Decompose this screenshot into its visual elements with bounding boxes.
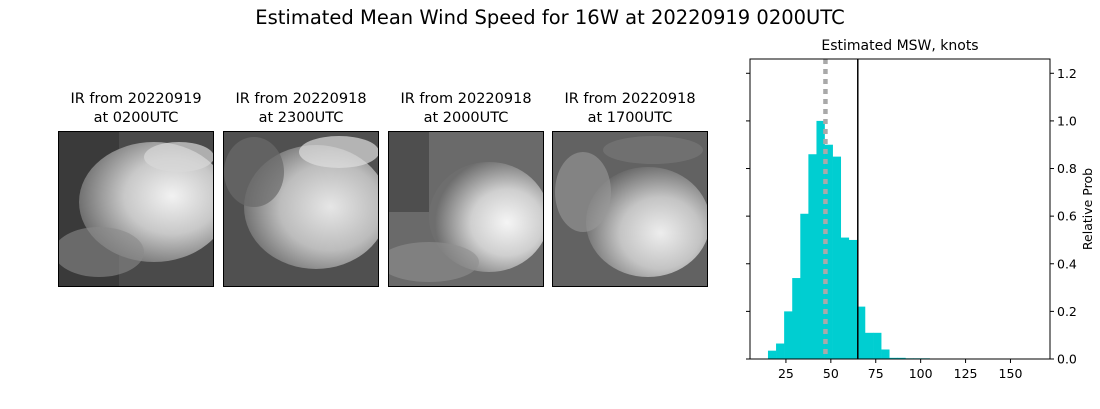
histogram-bar [808,154,817,359]
histogram-bar [856,306,866,359]
x-axis-ticks: 25 50 75 100 125 150 [778,359,1022,381]
ir-image-3 [388,131,544,287]
y-tick-label: 0.0 [1057,352,1077,367]
panel-3-title-line1: IR from 20220918 [400,91,532,107]
ir-image-2 [223,131,379,287]
histogram-bar [832,156,842,359]
y-tick-label: 1.0 [1057,113,1077,128]
panel-4-title-line1: IR from 20220918 [564,91,696,107]
y-tick-label: 0.2 [1057,304,1077,319]
histogram-bar [889,357,898,359]
plot-frame [749,58,1051,360]
histogram-bar [824,144,833,359]
histogram-bar [792,278,801,359]
y-tick-label: 0.8 [1057,161,1077,176]
panel-3-title-line2: at 2000UTC [423,110,509,126]
panel-3-title: IR from 20220918 at 2000UTC [376,90,556,128]
ir-image-4 [552,131,708,287]
panel-2-title-line1: IR from 20220918 [235,91,367,107]
y-tick-label: 0.6 [1057,209,1077,224]
panel-1-title: IR from 20220919 at 0200UTC [46,90,226,128]
ir-image-1 [58,131,214,287]
histogram-bar [784,311,793,359]
histogram-bar [881,349,890,359]
histogram-bar [800,213,809,359]
panel-2-title-line2: at 2300UTC [258,110,344,126]
histogram-bar [816,120,825,360]
x-tick-label: 75 [868,366,884,381]
panel-4-title-line2: at 1700UTC [587,110,673,126]
panel-2-title: IR from 20220918 at 2300UTC [211,90,391,128]
figure-title: Estimated Mean Wind Speed for 16W at 202… [255,6,845,29]
histogram-bars [767,120,1044,360]
reference-lines [823,59,859,359]
y-axis-label: Relative Prob [1080,168,1095,250]
histogram-bar [767,350,777,359]
x-tick-label: 25 [778,366,794,381]
y-tick-label: 1.2 [1057,66,1077,81]
histogram-bar [848,239,858,359]
x-tick-label: 50 [823,366,839,381]
panel-1-title-line1: IR from 20220919 [70,91,202,107]
histogram-bar [897,357,906,359]
panel-1-title-line2: at 0200UTC [93,110,179,126]
x-tick-label: 125 [954,366,978,381]
histogram-bar [864,332,874,359]
histogram-bar [840,237,850,359]
chart-title: Estimated MSW, knots [821,38,978,54]
x-tick-label: 100 [909,366,933,381]
y-axis-ticks: 0.0 0.2 0.4 0.6 0.8 1.0 1.2 [746,66,1077,367]
panel-4-title: IR from 20220918 at 1700UTC [540,90,720,128]
y-tick-label: 0.4 [1057,256,1077,271]
histogram-bar [873,332,882,359]
histogram-bar [776,343,785,359]
x-tick-label: 150 [999,366,1023,381]
